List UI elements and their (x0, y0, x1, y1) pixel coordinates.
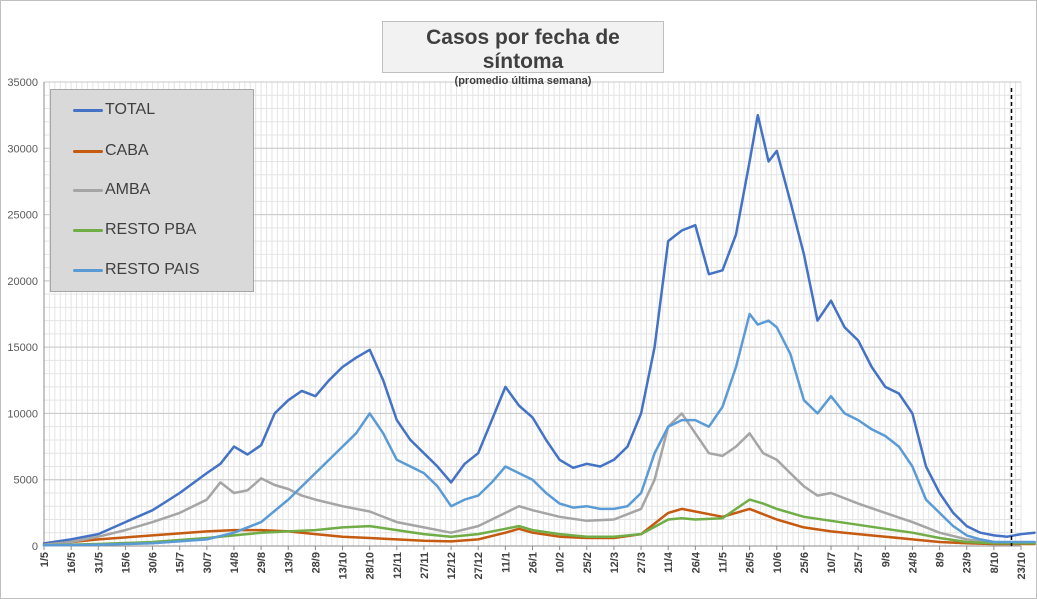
x-tick-label: 9/8 (880, 552, 892, 567)
chart-subtitle: (promedio última semana) (454, 75, 592, 87)
chart-title: Casos por fecha de síntoma (426, 26, 620, 73)
x-tick-label: 12/3 (609, 552, 621, 573)
x-tick-label: 23/9 (962, 552, 974, 573)
x-tick-label: 26/5 (745, 552, 757, 573)
x-tick-label: 10/2 (555, 552, 567, 573)
y-tick-label: 20000 (7, 276, 38, 288)
legend-swatch-caba (73, 149, 103, 153)
y-tick-label: 10000 (7, 408, 38, 420)
x-tick-label: 8/10 (989, 552, 1001, 573)
legend-swatch-amba (73, 188, 103, 192)
legend-item-resto-pais: RESTO PAIS (73, 260, 200, 280)
x-tick-label: 24/8 (907, 552, 919, 573)
x-tick-label: 27/11 (419, 552, 431, 579)
legend-label-amba: AMBA (105, 181, 151, 198)
x-tick-label: 15/7 (175, 552, 187, 573)
x-tick-label: 26/4 (690, 551, 702, 573)
series-line-resto-pba (42, 498, 1036, 547)
legend-item-resto-pba: RESTO PBA (73, 220, 196, 240)
x-tick-label: 1/5 (39, 552, 51, 567)
x-tick-label: 10/6 (772, 552, 784, 573)
legend-label-resto-pba: RESTO PBA (105, 221, 197, 238)
x-tick-label: 11/4 (663, 551, 675, 573)
legend-swatch-total (73, 108, 103, 112)
legend-swatch-resto-pba (73, 228, 103, 232)
y-tick-label: 5000 (14, 475, 38, 487)
chart-legend: TOTAL CABA AMBA RESTO PBA RESTO PAIS (50, 89, 254, 292)
x-tick-label: 11/5 (717, 552, 729, 573)
x-tick-label: 27/12 (473, 552, 485, 580)
y-tick-label: 30000 (7, 143, 38, 155)
x-tick-label: 10/7 (826, 552, 838, 573)
x-tick-label: 25/7 (853, 552, 865, 573)
x-tick-label: 14/8 (229, 552, 241, 573)
series-line-resto-pais (42, 312, 1036, 547)
legend-item-total: TOTAL (73, 100, 155, 120)
x-tick-label: 8/9 (935, 552, 947, 567)
legend-item-amba: AMBA (73, 180, 150, 200)
x-tick-label: 12/11 (392, 552, 404, 579)
x-tick-label: 29/8 (256, 552, 268, 573)
x-tick-label: 28/10 (365, 552, 377, 580)
legend-item-caba: CABA (73, 141, 149, 161)
x-tick-label: 31/5 (93, 552, 105, 573)
x-tick-label: 30/7 (202, 552, 214, 573)
y-tick-label: 35000 (7, 77, 38, 89)
legend-label-resto-pais: RESTO PAIS (105, 261, 200, 278)
x-tick-label: 23/10 (1016, 552, 1028, 580)
series-line-total (42, 113, 1036, 545)
chart-title-box: Casos por fecha de síntoma (promedio últ… (382, 21, 664, 87)
x-tick-label: 13/9 (283, 552, 295, 573)
x-tick-label: 12/12 (446, 552, 458, 580)
legend-label-total: TOTAL (105, 101, 156, 118)
legend-swatch-resto-pais (73, 268, 103, 272)
y-tick-label: 15000 (7, 342, 38, 354)
x-tick-label: 16/5 (66, 552, 78, 573)
x-tick-label: 13/10 (338, 552, 350, 580)
x-tick-label: 26/1 (528, 552, 540, 573)
x-tick-label: 28/9 (310, 552, 322, 573)
x-tick-label: 25/2 (582, 552, 594, 573)
x-tick-label: 11/1 (500, 552, 512, 573)
y-tick-label: 25000 (7, 210, 38, 222)
x-tick-label: 27/3 (636, 552, 648, 573)
x-tick-label: 25/6 (799, 552, 811, 573)
legend-label-caba: CABA (105, 142, 149, 159)
series-line-amba (42, 412, 1036, 546)
x-tick-label: 30/6 (148, 552, 160, 573)
y-tick-label: 0 (32, 541, 38, 553)
x-tick-label: 15/6 (120, 552, 132, 573)
